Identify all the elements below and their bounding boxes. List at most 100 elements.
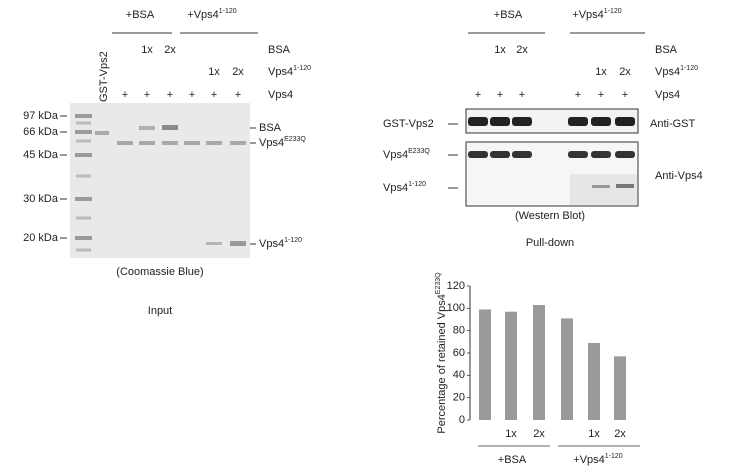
y-tick-label: 60 <box>453 347 465 359</box>
x-group-label: +BSA <box>498 454 527 466</box>
band-label-sup: 1-120 <box>284 237 302 244</box>
row-label-sup: 1-120 <box>293 65 311 72</box>
gel-band <box>95 131 109 135</box>
x-group-label-sup: 1-120 <box>605 453 623 460</box>
band-label-main: Vps4 <box>259 238 284 250</box>
bar <box>588 342 600 420</box>
ladder-band <box>75 153 92 157</box>
plus-mark: + <box>235 89 241 101</box>
ladder-band <box>75 197 92 201</box>
blot-band <box>615 117 635 126</box>
blot-band <box>490 117 510 126</box>
gel-band <box>206 242 222 245</box>
blot-row-label: Vps41-120 <box>383 181 426 194</box>
plus-mark: + <box>475 89 481 101</box>
dose-label: 2x <box>619 66 631 78</box>
blot-band <box>592 185 610 188</box>
x-tick-label: 1x <box>505 428 517 440</box>
antibody-label: Anti-GST <box>650 118 696 130</box>
ladder-band <box>76 248 91 252</box>
plus-mark: + <box>211 89 217 101</box>
blot-row-label-main: Vps4 <box>383 182 408 194</box>
band-label: Vps4E233Q <box>259 136 306 149</box>
band-label-main: BSA <box>259 122 282 134</box>
gel-band <box>206 141 222 145</box>
gel-band <box>184 141 200 145</box>
gel-band <box>117 141 133 145</box>
gel-band <box>139 141 155 145</box>
gel-band <box>139 126 155 130</box>
ladder-band <box>75 130 92 134</box>
plus-mark: + <box>575 89 581 101</box>
gel <box>70 103 250 258</box>
group-label: +Vps41-120 <box>572 8 622 21</box>
row-label: BSA <box>655 44 678 56</box>
bar <box>479 309 491 420</box>
group-label-sup: 1-120 <box>604 8 622 15</box>
blot-band <box>512 151 532 158</box>
blot-row-label-sup: E233Q <box>408 148 430 155</box>
blot-band <box>512 117 532 126</box>
bar <box>561 318 573 420</box>
dose-label: 1x <box>141 44 153 56</box>
dose-label: 1x <box>595 66 607 78</box>
blot-band <box>591 117 611 126</box>
x-tick-label: 2x <box>614 428 626 440</box>
stain-label: (Coomassie Blue) <box>116 266 203 278</box>
blot-band <box>468 117 488 126</box>
plus-mark: + <box>622 89 628 101</box>
ladder-band <box>76 174 91 178</box>
plus-mark: + <box>122 89 128 101</box>
dose-label: 1x <box>208 66 220 78</box>
y-tick-label: 0 <box>459 414 465 426</box>
x-group-label: +Vps41-120 <box>573 453 623 466</box>
plus-mark: + <box>519 89 525 101</box>
row-label: Vps4 <box>655 89 680 101</box>
bar <box>533 304 545 420</box>
ladder-band <box>75 114 92 118</box>
blot-row-label-sup: 1-120 <box>408 181 426 188</box>
blot-row-label: GST-Vps2 <box>383 118 434 130</box>
gel-band <box>230 241 246 246</box>
y-axis-label: Percentage of retained Vps4E233Q <box>435 272 448 434</box>
group-label-main: +BSA <box>126 9 155 21</box>
blot-row-label-main: Vps4 <box>383 149 408 161</box>
marker-label: 30 kDa <box>23 193 59 205</box>
blot-band <box>468 151 488 158</box>
y-tick-label: 80 <box>453 325 465 337</box>
band-label-sup: E233Q <box>284 136 306 143</box>
blot-band <box>490 151 510 158</box>
blot-shade <box>570 174 637 205</box>
panel-title: Pull-down <box>526 237 574 249</box>
gel-band <box>162 141 178 145</box>
y-tick-label: 120 <box>447 280 465 292</box>
plus-mark: + <box>167 89 173 101</box>
row-label-sup: 1-120 <box>680 65 698 72</box>
row-label-main: Vps4 <box>655 66 680 78</box>
group-label-main: +Vps4 <box>572 9 604 21</box>
ladder-band <box>76 121 91 125</box>
dose-label: 2x <box>516 44 528 56</box>
row-label: Vps41-120 <box>268 65 311 78</box>
blot-band <box>616 184 634 188</box>
marker-label: 66 kDa <box>23 126 59 138</box>
blot-band <box>568 151 588 158</box>
plus-mark: + <box>497 89 503 101</box>
x-group-label-main: +BSA <box>498 454 527 466</box>
y-tick-label: 100 <box>447 302 465 314</box>
marker-label: 20 kDa <box>23 232 59 244</box>
plus-mark: + <box>598 89 604 101</box>
blot-band <box>568 117 588 126</box>
blot-band <box>615 151 635 158</box>
panel-title: Input <box>148 305 172 317</box>
gel-band <box>230 141 246 145</box>
y-tick-label: 20 <box>453 392 465 404</box>
dose-label: 2x <box>164 44 176 56</box>
group-label-main: +BSA <box>494 9 523 21</box>
antibody-label: Anti-Vps4 <box>655 170 703 182</box>
bar <box>614 356 626 420</box>
marker-label: 45 kDa <box>23 149 59 161</box>
bar <box>505 311 517 420</box>
row-label: Vps41-120 <box>655 65 698 78</box>
